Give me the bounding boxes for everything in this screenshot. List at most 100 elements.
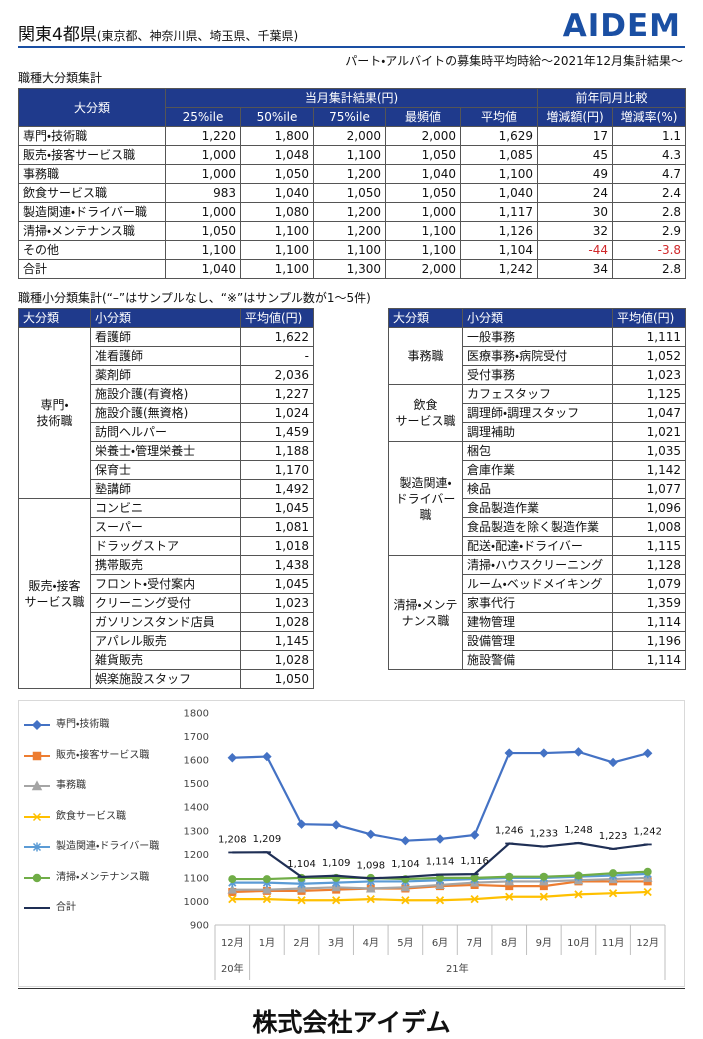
legend: 専門・技術職 販売・接客サービス職 事務職 飲食サービス職 製造関連・ドライバー職 清掃・… xyxy=(22,717,168,931)
header-cell: 前年同月比較 xyxy=(537,88,687,108)
table-cell: 看護師 xyxy=(90,327,241,347)
table-cell: 1,126 xyxy=(459,221,539,241)
table-row: フロント・受付案内 1,045 xyxy=(19,574,314,594)
table-cell: 1,050 xyxy=(240,164,314,184)
y-tick-label: 1300 xyxy=(184,826,209,837)
point-marker xyxy=(573,747,584,757)
table-cell: 1,045 xyxy=(240,574,314,594)
table-cell: 1,050 xyxy=(165,221,241,241)
point-marker xyxy=(400,882,411,892)
table-cell: 1,018 xyxy=(240,536,314,556)
table-cell: 1,100 xyxy=(313,240,386,260)
table-cell: ガソリンスタンド店員 xyxy=(90,612,241,632)
table-cell: 1,050 xyxy=(385,145,461,165)
table-cell: フロント・受付案内 xyxy=(90,574,241,594)
table-row: 専門・ 技術職 看護師 1,622 xyxy=(18,327,314,499)
table-cell: 1,111 xyxy=(612,327,686,347)
table-row: 販売・接客 サービス職 コンビニ 1,045 xyxy=(18,498,314,689)
table-cell: 4.3 xyxy=(612,145,687,165)
table-cell: 娯楽施設スタッフ xyxy=(90,669,241,689)
point-marker xyxy=(539,748,549,758)
table-cell: 1,023 xyxy=(612,365,686,385)
y-tick-label: 900 xyxy=(190,921,209,932)
table-cell: 1,100 xyxy=(313,145,386,165)
group-cell: 専門・ 技術職 xyxy=(18,327,91,499)
table-cell: 1,100 xyxy=(385,221,461,241)
y-tick-label: 1600 xyxy=(184,756,209,767)
table-cell: 1,300 xyxy=(313,259,386,279)
table-cell: 1,100 xyxy=(385,240,461,260)
table-cell: 1,104 xyxy=(459,240,539,260)
table-row: 製造関連・ ドライバー職 梱包 1,035 xyxy=(388,441,686,556)
table-cell: スーパー xyxy=(90,517,241,537)
table-cell: 1,000 xyxy=(165,145,241,165)
footer-rule xyxy=(18,988,685,989)
legend-marker xyxy=(24,719,50,731)
page-title: 関東4都県(東京都、神奈川県、埼玉県、千葉県) xyxy=(18,20,298,45)
point-marker xyxy=(505,892,514,901)
header-cell: 当月集計結果(円) xyxy=(164,88,539,108)
group-cell: 清掃・メンテ ナンス職 xyxy=(388,555,463,670)
point-marker xyxy=(435,834,445,844)
report-title: パート・アルバイトの募集時平均時給～2021年12月集計結果～ xyxy=(345,54,683,68)
table-row: 清掃・メンテ ナンス職 清掃・ハウスクリーニング 1,128 xyxy=(388,555,686,670)
table-cell: 1,000 xyxy=(165,202,241,222)
point-marker xyxy=(401,896,410,905)
chart-frame xyxy=(18,700,685,987)
table-cell: 1,028 xyxy=(240,612,314,632)
table-cell: 1,242 xyxy=(459,259,539,279)
table-cell: 1,200 xyxy=(313,221,386,241)
table-cell: 1,045 xyxy=(240,498,314,518)
x-group-label: 21年 xyxy=(446,962,469,975)
table-cell: 飲食サービス職 xyxy=(18,183,166,203)
table-cell: 1,100 xyxy=(459,164,539,184)
legend-label: 販売・接客サービス職 xyxy=(56,749,150,761)
legend-item: 製造関連・ドライバー職 xyxy=(22,839,168,870)
table-row: 設備管理 1,196 xyxy=(389,631,686,651)
table-cell: 配送・配達・ドライバー xyxy=(462,536,613,556)
table-row: 配送・配達・ドライバー 1,115 xyxy=(389,536,686,556)
data-label: 1,246 xyxy=(495,825,524,836)
table-row: 製造関連・ドライバー職 1,000 1,080 1,200 1,000 1,117 30 2.… xyxy=(18,202,687,222)
table-row: 専門・技術職 1,220 1,800 2,000 2,000 1,629 17 1.1 xyxy=(18,126,687,146)
table-row: 薬剤師 2,036 xyxy=(19,365,314,385)
point-marker xyxy=(262,894,272,904)
table-cell: 梱包 xyxy=(462,441,613,461)
legend-marker xyxy=(24,873,50,882)
table-cell: 1,096 xyxy=(612,498,686,518)
table-cell: コンビニ xyxy=(90,498,241,518)
table-cell: 17 xyxy=(537,126,614,146)
group-line: 技術職 xyxy=(36,414,73,428)
x-tick-label: 11月 xyxy=(602,937,625,949)
table-row: クリーニング受付 1,023 xyxy=(19,593,314,613)
point-marker xyxy=(435,896,445,905)
table-row: 飲食サービス職 983 1,040 1,050 1,050 1,040 24 2.4 xyxy=(18,183,687,203)
table-cell: 雑貨販売 xyxy=(90,650,241,670)
legend-symbol xyxy=(31,719,43,731)
legend-label: 飲食サービス職 xyxy=(56,810,126,822)
table-cell: 4.7 xyxy=(612,164,687,184)
y-tick-label: 1100 xyxy=(184,873,209,884)
table-cell: 栄養士・管理栄養士 xyxy=(90,441,241,461)
table-cell: 施設介護(有資格) xyxy=(90,384,241,404)
table-cell: 一般事務 xyxy=(462,327,613,347)
point-marker xyxy=(574,871,583,880)
table-cell: 1,459 xyxy=(240,422,314,442)
table-cell: 1,170 xyxy=(240,460,314,480)
legend-item: 清掃・メンテナンス職 xyxy=(22,870,168,901)
table-cell: 1,100 xyxy=(165,240,241,260)
table-cell: 1,050 xyxy=(313,183,386,203)
header-cell: 平均値 xyxy=(459,107,539,127)
header-cell: 増減額(円) xyxy=(537,107,614,127)
table-row: 食品製造作業 1,096 xyxy=(389,498,686,518)
point-marker xyxy=(228,875,237,884)
point-marker xyxy=(227,753,238,763)
footer-company: 株式会社アイデム xyxy=(252,1008,451,1037)
table-cell: 専門・技術職 xyxy=(18,126,166,146)
point-marker xyxy=(505,872,514,881)
table-row: ガソリンスタンド店員 1,028 xyxy=(19,612,314,632)
point-marker xyxy=(608,757,618,768)
chart: 900 1000 1100 1200 1300 1400 1500 1600 1700 1800 1… xyxy=(18,700,685,987)
data-label: 1,104 xyxy=(287,859,316,870)
table-cell: 訪問ヘルパー xyxy=(90,422,241,442)
